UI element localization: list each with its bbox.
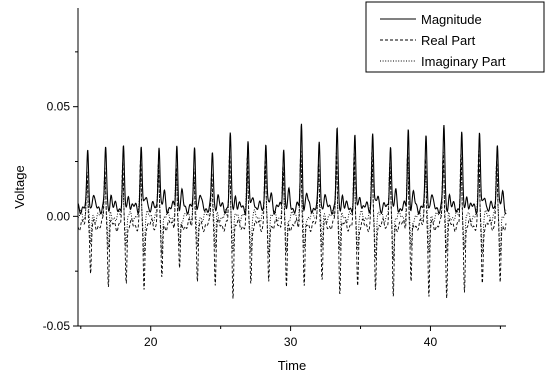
x-tick-label: 20 [144,335,158,349]
plot-frame [77,8,506,327]
x-tick-label: 30 [284,335,298,349]
legend-label: Imaginary Part [421,54,506,69]
series-line-magnitude [77,123,507,215]
series-layer [77,123,507,299]
legend: Magnitude Real Part Imaginary Part [365,1,545,73]
legend-entries: Magnitude Real Part Imaginary Part [380,12,506,69]
x-axis: 20 30 40 [80,326,501,349]
legend-label: Real Part [421,33,476,48]
x-tick-label: 40 [424,335,438,349]
legend-label: Magnitude [421,12,482,27]
y-tick-label: 0.00 [47,209,71,223]
y-tick-label: 0.05 [47,100,71,114]
y-axis: -0.05 0.00 0.05 [43,51,78,333]
legend-box [365,1,545,73]
y-axis-title: Voltage [12,165,27,208]
y-tick-label: -0.05 [43,319,71,333]
x-axis-title: Time [278,358,306,373]
